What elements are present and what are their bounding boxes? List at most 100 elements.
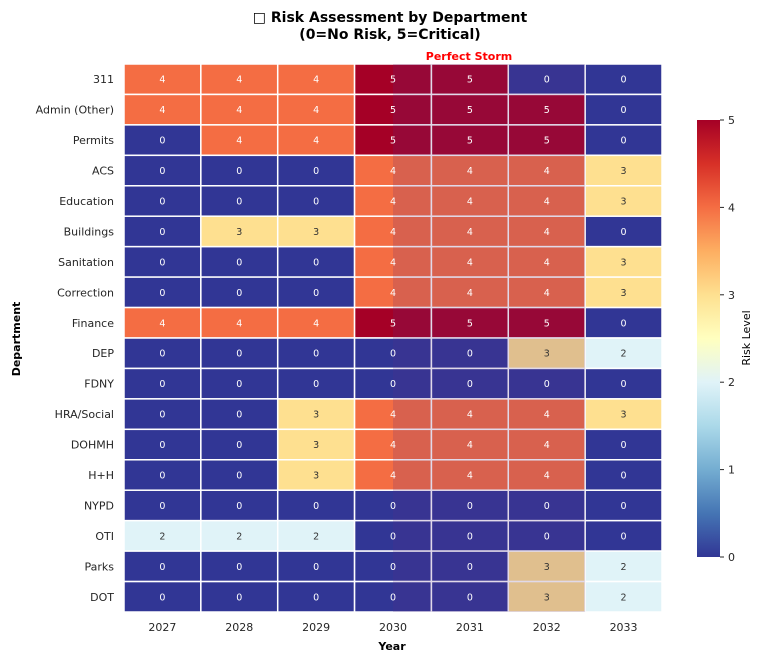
colorbar-tick-label: 3 — [728, 289, 735, 302]
x-tick-label: 2033 — [610, 621, 638, 634]
cell-value-label: 5 — [544, 136, 550, 147]
cell-value-label: 5 — [467, 136, 473, 147]
heatmap-cell — [430, 276, 510, 309]
heatmap-cell — [123, 398, 202, 431]
y-tick-label: Finance — [72, 317, 114, 330]
cell-value-label: 0 — [544, 501, 550, 512]
cell-value-label: 0 — [621, 531, 627, 542]
heatmap-cell — [353, 550, 433, 583]
y-tick-label: HRA/Social — [55, 408, 114, 421]
heatmap-cell — [507, 489, 586, 522]
heatmap-cell — [430, 93, 510, 126]
heatmap-cell — [276, 245, 356, 278]
cell-value-label: 0 — [236, 410, 242, 421]
heatmap-cell — [123, 428, 202, 461]
cell-value-label: 0 — [390, 531, 396, 542]
y-tick-label: ACS — [92, 165, 114, 178]
cell-value-label: 5 — [390, 136, 396, 147]
cell-value-label: 0 — [313, 379, 319, 390]
cell-value-label: 0 — [313, 166, 319, 177]
colorbar-tick-label: 0 — [728, 551, 735, 564]
x-tick-label: 2030 — [379, 621, 407, 634]
cell-value-label: 4 — [390, 257, 396, 268]
cell-value-label: 4 — [313, 75, 319, 86]
colorbar-tick-label: 1 — [728, 464, 735, 477]
cell-value-label: 0 — [236, 379, 242, 390]
cell-value-label: 4 — [467, 288, 473, 299]
cell-value-label: 5 — [390, 75, 396, 86]
cell-value-label: 3 — [544, 349, 550, 360]
heatmap-cell — [430, 306, 510, 339]
heatmap-cell — [200, 580, 279, 613]
heatmap-cell — [584, 398, 663, 431]
x-tick-label: 2027 — [148, 621, 176, 634]
x-tick-label: 2029 — [302, 621, 330, 634]
y-tick-label: DOT — [90, 591, 114, 604]
cell-value-label: 4 — [159, 318, 165, 329]
heatmap-cell — [430, 489, 510, 522]
heatmap-cell — [584, 276, 663, 309]
colorbar-tick-label: 4 — [728, 201, 735, 214]
heatmap-cell — [123, 276, 202, 309]
cell-value-label: 3 — [621, 197, 627, 208]
cell-value-label: 4 — [467, 197, 473, 208]
cell-value-label: 3 — [621, 288, 627, 299]
cell-value-label: 0 — [544, 379, 550, 390]
heatmap-cell — [123, 185, 202, 217]
cell-value-label: 3 — [621, 410, 627, 421]
cell-value-label: 0 — [236, 166, 242, 177]
cell-value-label: 3 — [313, 410, 319, 421]
y-tick-label: H+H — [88, 469, 114, 482]
cell-value-label: 4 — [313, 105, 319, 116]
heatmap-cell — [123, 154, 202, 187]
heatmap-cell — [276, 306, 356, 339]
cell-value-label: 0 — [159, 501, 165, 512]
heatmap-cell — [584, 489, 663, 522]
cell-value-label: 0 — [159, 410, 165, 421]
heatmap-cell — [200, 124, 279, 157]
y-tick-label: DEP — [92, 347, 114, 360]
colorbar-tick-label: 5 — [728, 114, 735, 127]
y-tick-labels: 311 Admin (Other) Permits ACS Education Build… — [36, 73, 115, 604]
y-tick-label: Sanitation — [58, 256, 114, 269]
heatmap-cell — [507, 337, 586, 370]
heatmap-cell — [584, 124, 663, 157]
heatmap-cell — [200, 215, 279, 248]
y-tick-label: FDNY — [84, 378, 114, 391]
cell-value-label: 0 — [621, 75, 627, 86]
heatmap-cell — [584, 580, 663, 613]
cell-value-label: 0 — [621, 136, 627, 147]
heatmap-cell — [584, 367, 663, 400]
cell-value-label: 0 — [236, 197, 242, 208]
heatmap-cell — [353, 398, 433, 431]
cell-value-label: 0 — [236, 471, 242, 482]
y-axis-label: Department — [10, 302, 23, 377]
heatmap-cell — [430, 459, 510, 491]
cell-value-label: 0 — [467, 379, 473, 390]
cell-value-label: 4 — [236, 136, 242, 147]
cell-value-label: 0 — [313, 592, 319, 603]
cell-value-label: 0 — [621, 501, 627, 512]
cell-value-label: 4 — [159, 105, 165, 116]
cell-value-label: 4 — [467, 471, 473, 482]
cell-value-label: 2 — [621, 592, 627, 603]
cell-value-label: 0 — [313, 257, 319, 268]
heatmap-cell — [353, 245, 433, 278]
cell-value-label: 4 — [236, 105, 242, 116]
cell-value-label: 4 — [390, 471, 396, 482]
cell-value-label: 4 — [467, 410, 473, 421]
heatmap-cell — [584, 519, 663, 552]
cell-value-label: 4 — [544, 471, 550, 482]
cell-value-label: 0 — [236, 501, 242, 512]
cell-value-label: 0 — [544, 531, 550, 542]
cell-value-label: 0 — [544, 75, 550, 86]
heatmap-cell — [353, 580, 433, 613]
y-tick-label: Parks — [84, 560, 114, 573]
colorbar — [697, 120, 720, 557]
x-tick-labels: 2027 2028 2029 2030 2031 2032 2033 — [148, 621, 637, 634]
cell-labels: 4 4 4 5 5 0 0 4 4 4 5 5 5 0 0 4 4 5 5 5 0 0 0 0 4 4 4 3 0 0 0 4 4 4 3 0 3 3 4 4… — [159, 75, 626, 604]
cell-value-label: 4 — [544, 257, 550, 268]
heatmap-cell — [353, 489, 433, 522]
cell-value-label: 0 — [313, 197, 319, 208]
cell-value-label: 4 — [236, 75, 242, 86]
